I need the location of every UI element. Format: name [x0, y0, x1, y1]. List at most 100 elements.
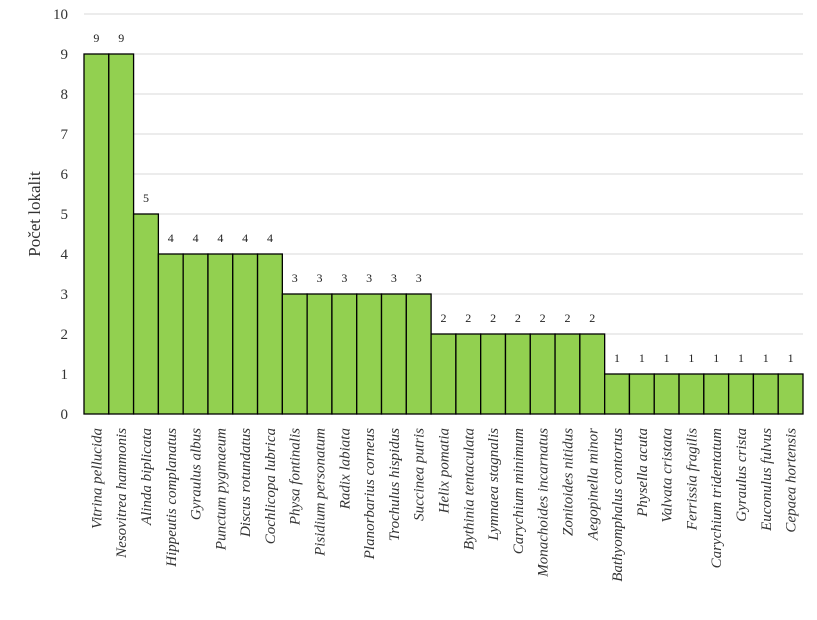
data-label: 3 — [366, 271, 372, 285]
bars — [83, 53, 804, 415]
y-tick-label: 10 — [53, 7, 68, 23]
bar — [703, 373, 730, 415]
bar — [455, 333, 482, 415]
x-tick-label: Pisidium personatum — [313, 428, 329, 557]
bar — [529, 333, 556, 415]
x-tick-label: Trochulus hispidus — [387, 428, 403, 541]
y-tick-label: 4 — [61, 247, 69, 263]
data-label: 1 — [738, 351, 744, 365]
x-tick-label: Nesovitrea hammonis — [114, 428, 130, 559]
data-label: 4 — [267, 231, 273, 245]
x-tick-label: Gyraulus albus — [189, 428, 205, 520]
x-tick-label: Valvata cristata — [660, 428, 676, 523]
x-tick-label: Aegopinella minor — [585, 428, 601, 541]
bar — [504, 333, 531, 415]
y-tick-label: 2 — [61, 327, 69, 343]
data-label: 2 — [564, 311, 570, 325]
data-label: 2 — [465, 311, 471, 325]
y-tick-label: 0 — [61, 407, 69, 423]
data-label: 2 — [589, 311, 595, 325]
y-tick-label: 7 — [61, 127, 69, 143]
data-label: 4 — [217, 231, 223, 245]
x-tick-label: Ferrissia fragilis — [684, 428, 700, 531]
x-tick-label: Physa fontinalis — [288, 428, 304, 526]
x-tick-label: Cepaea hortensis — [784, 428, 800, 533]
data-labels: 9 9 5 4 4 4 4 4 3 3 3 3 3 3 2 2 2 2 2 2 2 1 1 1 1 1 1 1 1 — [93, 31, 793, 365]
bar — [430, 333, 457, 415]
x-tick-label: Cochlicopa lubrica — [263, 428, 279, 544]
bar — [727, 373, 755, 415]
data-label: 9 — [93, 31, 99, 45]
data-label: 1 — [614, 351, 620, 365]
bar — [579, 333, 606, 415]
data-label: 2 — [490, 311, 496, 325]
data-label: 3 — [391, 271, 397, 285]
data-label: 5 — [143, 191, 149, 205]
x-tick-label: Physella acuta — [635, 428, 651, 518]
bar — [604, 373, 631, 415]
x-tick-label: Zonitoides nitidus — [560, 428, 576, 536]
y-tick-label: 6 — [61, 167, 69, 183]
data-label: 4 — [242, 231, 248, 245]
x-tick-label: Punctum pygmaeum — [213, 428, 229, 551]
x-axis-ticks: Vitrina pellucida Nesovitrea hammonis Alin… — [89, 428, 799, 582]
x-tick-label: Succinea putris — [412, 428, 428, 521]
data-label: 1 — [713, 351, 719, 365]
x-tick-label: Hippeutis complanatus — [164, 428, 180, 568]
data-label: 9 — [118, 31, 124, 45]
bar — [306, 293, 333, 415]
bar — [256, 253, 283, 415]
y-tick-label: 1 — [61, 367, 69, 383]
y-axis-ticks: 0 1 2 3 4 5 6 7 8 9 10 — [53, 7, 69, 423]
x-tick-label: Vitrina pellucida — [89, 428, 105, 529]
y-axis-label: Počet lokalit — [25, 171, 44, 257]
data-label: 3 — [416, 271, 422, 285]
data-label: 3 — [341, 271, 347, 285]
bar — [554, 333, 581, 415]
data-label: 1 — [763, 351, 769, 365]
bar — [480, 333, 507, 415]
bar — [678, 373, 705, 415]
bar — [405, 293, 432, 415]
data-label: 2 — [515, 311, 521, 325]
data-label: 1 — [688, 351, 694, 365]
data-label: 1 — [664, 351, 670, 365]
y-tick-label: 9 — [61, 47, 69, 63]
data-label: 2 — [441, 311, 447, 325]
x-tick-label: Helix pomatia — [437, 428, 453, 514]
bar — [132, 213, 160, 415]
bar — [752, 373, 779, 415]
x-tick-label: Bathyomphalus contortus — [610, 428, 626, 582]
bar — [83, 53, 110, 415]
data-label: 1 — [788, 351, 794, 365]
bar — [331, 293, 358, 415]
data-label: 3 — [317, 271, 323, 285]
x-tick-label: Euconulus fulvus — [759, 428, 775, 532]
bar — [356, 293, 383, 415]
data-label: 2 — [540, 311, 546, 325]
bar — [281, 293, 308, 415]
data-label: 4 — [168, 231, 174, 245]
y-tick-label: 8 — [61, 87, 69, 103]
x-tick-label: Lymnaea stagnalis — [486, 428, 502, 542]
data-label: 3 — [292, 271, 298, 285]
bar — [207, 253, 234, 415]
bar — [628, 373, 655, 415]
bar — [232, 253, 259, 415]
x-tick-label: Radix labiata — [337, 428, 353, 510]
x-tick-label: Carychium minimum — [511, 428, 527, 554]
bar — [108, 53, 135, 415]
x-tick-label: Bythinia tentaculata — [461, 428, 477, 550]
x-tick-label: Monachoides incarnatus — [536, 428, 552, 578]
data-label: 1 — [639, 351, 645, 365]
bar — [157, 253, 184, 415]
x-tick-label: Gyraulus crista — [734, 428, 750, 522]
bar — [182, 253, 209, 415]
y-tick-label: 3 — [61, 287, 69, 303]
x-tick-label: Planorbarius corneus — [362, 428, 378, 560]
bar — [777, 373, 804, 415]
x-tick-label: Discus rotundatus — [238, 428, 254, 538]
data-label: 4 — [193, 231, 199, 245]
y-tick-label: 5 — [61, 207, 69, 223]
